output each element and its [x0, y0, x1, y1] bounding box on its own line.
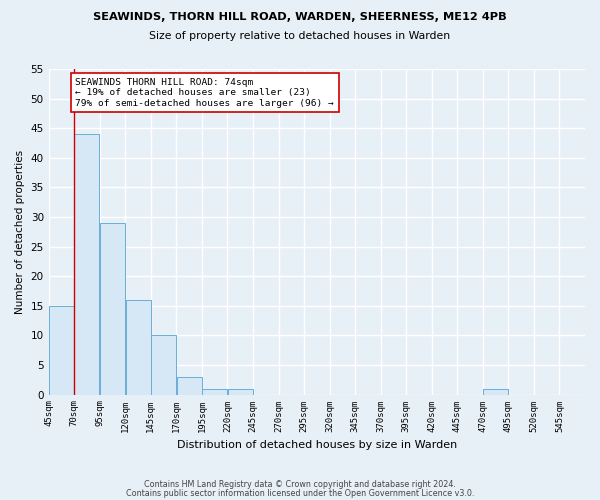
Bar: [74, 134, 100, 394]
Text: Contains HM Land Registry data © Crown copyright and database right 2024.: Contains HM Land Registry data © Crown c…: [144, 480, 456, 489]
Bar: [151, 336, 176, 394]
Bar: [176, 377, 202, 394]
Y-axis label: Number of detached properties: Number of detached properties: [15, 150, 25, 314]
Bar: [202, 388, 227, 394]
Bar: [100, 223, 125, 394]
Bar: [227, 388, 253, 394]
Text: SEAWINDS THORN HILL ROAD: 74sqm
← 19% of detached houses are smaller (23)
79% of: SEAWINDS THORN HILL ROAD: 74sqm ← 19% of…: [75, 78, 334, 108]
Text: SEAWINDS, THORN HILL ROAD, WARDEN, SHEERNESS, ME12 4PB: SEAWINDS, THORN HILL ROAD, WARDEN, SHEER…: [93, 12, 507, 22]
Text: Contains public sector information licensed under the Open Government Licence v3: Contains public sector information licen…: [126, 489, 474, 498]
Bar: [483, 388, 508, 394]
X-axis label: Distribution of detached houses by size in Warden: Distribution of detached houses by size …: [177, 440, 457, 450]
Bar: [125, 300, 151, 394]
Text: Size of property relative to detached houses in Warden: Size of property relative to detached ho…: [149, 31, 451, 41]
Bar: [49, 306, 74, 394]
